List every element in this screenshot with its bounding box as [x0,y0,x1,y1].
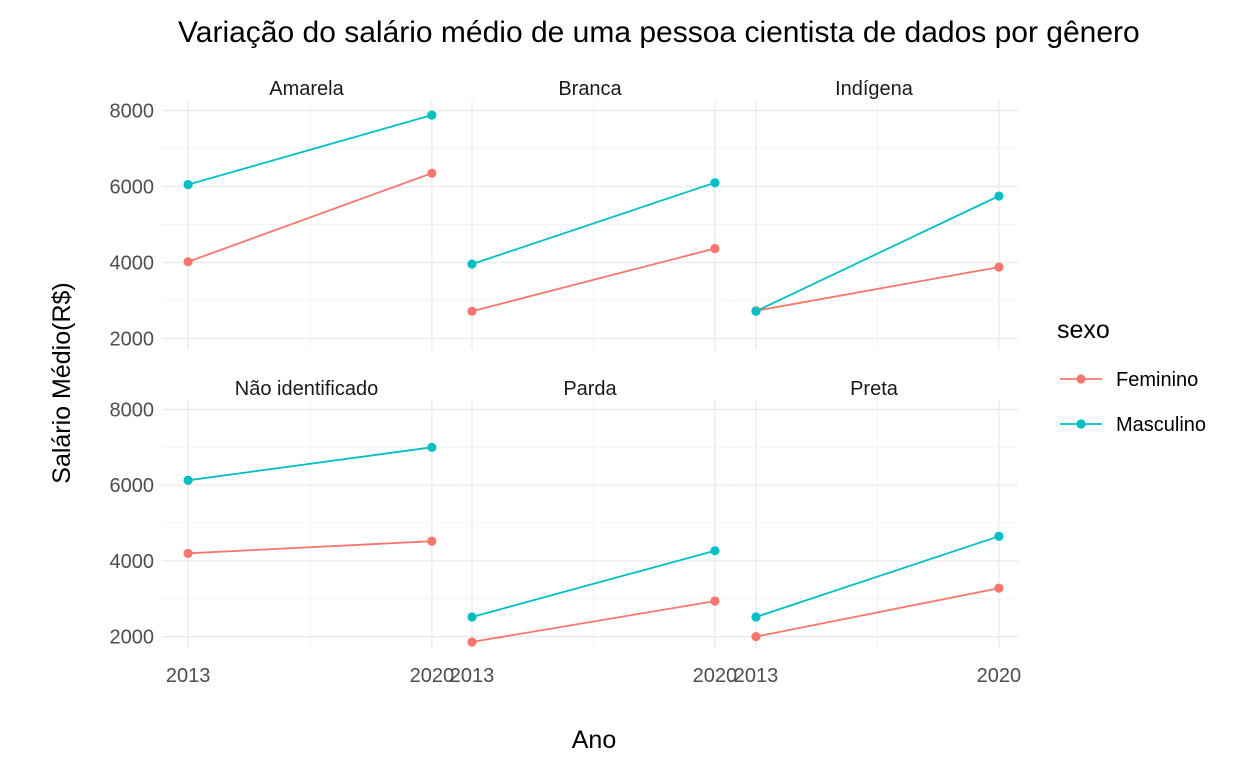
y-tick-label-4000: 4000 [110,253,155,275]
point-masculino-amarela-2013 [183,180,193,190]
point-masculino-branca-2013 [467,259,477,269]
x-tick-label-2013: 2013 [734,665,779,687]
y-tick-label-6000: 6000 [110,177,155,199]
facet-label-amarela: Amarela [269,78,344,100]
legend-label-masculino: Masculino [1116,414,1206,436]
series-line-feminino-branca [471,247,716,313]
point-feminino-nao-identificado-2020 [427,536,437,546]
series-line-masculino-branca [471,181,716,265]
point-feminino-branca-2020 [710,243,720,254]
legend: sexo Feminino Masculino [1057,316,1206,436]
point-feminino-amarela-2020 [427,168,437,178]
panel-parda: Parda [446,378,734,648]
point-feminino-indigena-2020 [994,262,1004,272]
y-tick-label-4000: 4000 [110,551,155,573]
point-masculino-indigena-2020 [994,191,1004,201]
panel-indigena: Indígena [730,78,1018,350]
y-axis-title: Salário Médio(R$) [48,282,76,483]
series-line-masculino-indigena [755,195,1000,313]
point-masculino-parda-2020 [710,546,720,556]
series-line-feminino-amarela [187,172,433,263]
y-tick-label-2000: 2000 [110,627,155,649]
legend-label-feminino: Feminino [1116,369,1198,391]
y-tick-label-8000: 8000 [110,101,155,123]
point-feminino-parda-2020 [710,596,720,606]
series-line-masculino-preta [755,535,1000,618]
panel-nao-identificado: Não identificado [162,378,451,648]
point-masculino-nao-identificado-2013 [183,475,193,485]
series-line-masculino-nao-identificado [187,446,432,482]
series-line-masculino-parda [471,549,716,618]
y-tick-label-8000: 8000 [110,399,155,421]
series-line-feminino-nao-identificado [188,540,432,555]
series-line-masculino-amarela [187,114,433,186]
x-tick-label-2013: 2013 [450,665,495,687]
y-tick-labels: 2000 4000 6000 8000 2000 4000 6000 8000 [110,101,155,649]
panel-preta: Preta [730,378,1018,648]
facet-label-branca: Branca [558,78,622,100]
facet-label-nao-identificado: Não identificado [235,378,378,400]
legend-key-point-masculino [1076,419,1086,429]
point-feminino-preta-2020 [994,583,1004,593]
legend-title: sexo [1057,316,1110,344]
point-feminino-nao-identificado-2013 [183,548,193,558]
legend-entries: Feminino Masculino [1060,369,1206,436]
series-line-feminino-preta [755,587,1000,638]
series-line-feminino-parda [471,600,716,643]
facet-label-parda: Parda [563,378,617,400]
panel-amarela: Amarela [162,78,451,350]
chart-title: Variação do salário médio de uma pessoa … [178,16,1140,49]
facet-panels: Amarela Branca Indígena Não identificado Par… [162,78,1018,648]
point-feminino-branca-2013 [467,306,477,316]
point-feminino-preta-2013 [751,632,761,642]
point-masculino-indigena-2013 [751,306,761,316]
x-tick-label-2020: 2020 [693,665,738,687]
legend-key-point-feminino [1076,374,1086,384]
x-tick-label-2020: 2020 [410,665,455,687]
point-masculino-preta-2013 [751,612,761,622]
y-tick-label-2000: 2000 [110,329,155,351]
point-masculino-branca-2020 [710,178,720,188]
panel-branca: Branca [446,78,734,350]
facet-label-indigena: Indígena [835,78,914,100]
x-axis-title: Ano [572,726,616,754]
y-tick-label-6000: 6000 [110,475,155,497]
point-feminino-parda-2013 [467,637,477,647]
point-feminino-amarela-2013 [183,257,193,267]
x-tick-label-2020: 2020 [977,665,1022,687]
series-line-feminino-indigena [755,266,1000,312]
point-masculino-nao-identificado-2020 [427,442,437,452]
facet-label-preta: Preta [850,378,899,400]
point-masculino-amarela-2020 [427,110,437,120]
x-tick-label-2013: 2013 [166,665,211,687]
point-masculino-parda-2013 [467,612,477,622]
point-masculino-preta-2020 [994,531,1004,541]
